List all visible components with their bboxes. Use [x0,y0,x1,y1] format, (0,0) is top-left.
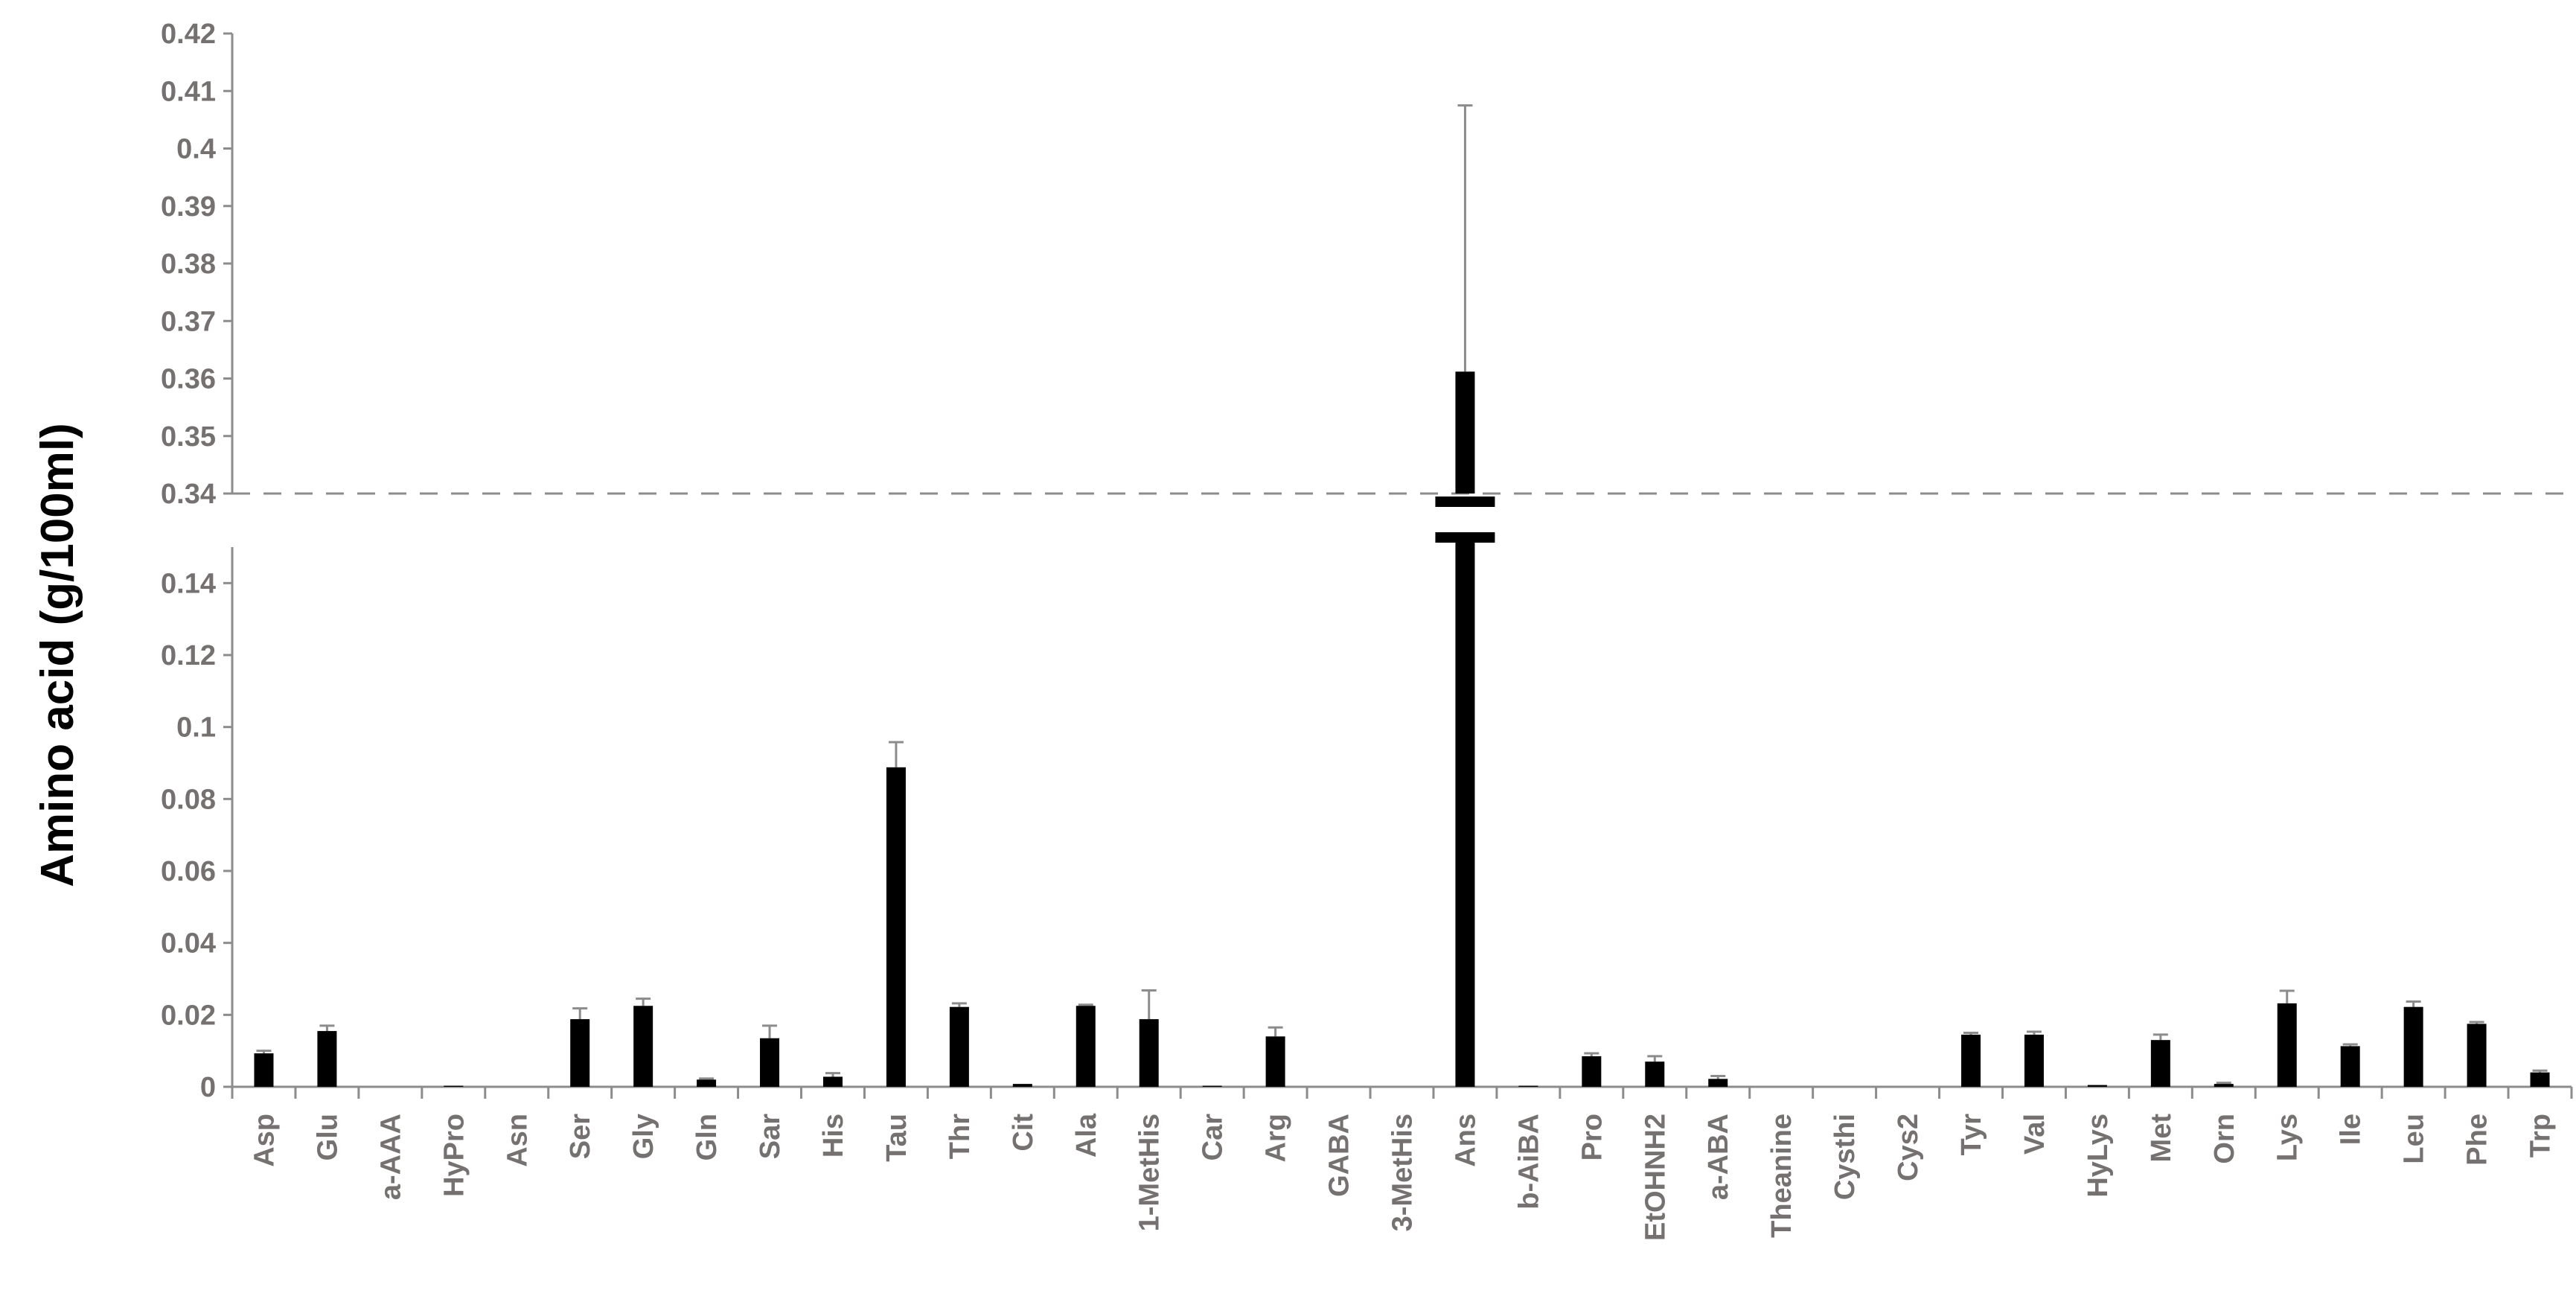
break-mark [1435,532,1495,543]
x-tick-label: Orn [2209,1114,2240,1164]
bar-etohnh2 [1645,1061,1665,1087]
bar-hypro [444,1085,464,1087]
bar-arg [1265,1036,1285,1087]
lower-y-tick-label: 0.14 [161,568,216,599]
x-tick-label: Ala [1071,1113,1102,1158]
bar-his [822,1076,843,1087]
upper-y-tick-label: 0.36 [161,364,216,395]
x-tick-label: Gly [628,1114,659,1159]
lower-y-tick-label: 0 [200,1072,216,1103]
x-tick-label: Gln [691,1114,723,1160]
bar-ala [1076,1006,1096,1087]
bar-pro [1582,1056,1602,1087]
x-tick-label: 1-MetHis [1134,1114,1166,1231]
x-tick-label: a-ABA [1703,1114,1734,1200]
break-mark [1435,497,1495,507]
bar-met [2150,1040,2170,1087]
upper-y-tick-label: 0.42 [161,19,216,50]
x-tick-label: Asp [249,1114,280,1167]
x-tick-label: b-AiBA [1513,1114,1544,1210]
bar-b-aiba [1518,1085,1538,1087]
bar-thr [949,1006,969,1087]
x-tick-label: GABA [1324,1114,1355,1197]
x-tick-label: Thr [945,1114,976,1159]
bar-ile [2340,1046,2360,1087]
upper-y-tick-label: 0.4 [176,134,216,165]
upper-y-tick-label: 0.37 [161,306,216,337]
lower-y-ticks: 0 0.02 0.04 0.06 0.08 0.1 0.12 0.14 [161,568,232,1103]
bar-ser [570,1019,590,1087]
x-tick-label: Car [1198,1114,1229,1161]
bar-gly [633,1006,653,1087]
lower-y-tick-label: 0.02 [161,1000,216,1031]
x-tick-label: Lys [2272,1114,2304,1161]
x-tick-label: Ser [565,1114,596,1159]
bar-car [1202,1085,1222,1087]
bar-leu [2403,1006,2423,1087]
x-tick-label: 3-MetHis [1387,1114,1419,1231]
bar-hylys [2087,1085,2107,1087]
x-tick-label: Leu [2399,1114,2430,1164]
axes [231,33,2573,1099]
lower-y-tick-label: 0.04 [161,928,216,960]
bar-ans [1455,538,1475,1087]
x-tick-label: Sar [755,1114,786,1159]
bar-asp [254,1053,274,1087]
bar-sar [760,1038,780,1087]
bar-orn [2214,1084,2234,1087]
x-tick-label: Met [2146,1114,2177,1163]
bar-1-methis [1139,1019,1159,1087]
x-tick-label: a-AAA [375,1114,406,1200]
bar-glu [317,1031,337,1087]
x-tick-label: Trp [2525,1114,2557,1158]
lower-y-tick-label: 0.08 [161,784,216,815]
x-tick-label: Arg [1261,1114,1292,1162]
upper-y-tick-label: 0.38 [161,249,216,280]
bar-phe [2467,1024,2487,1087]
bar-lys [2277,1003,2297,1087]
upper-y-tick-label: 0.41 [161,76,216,107]
bar-a-aba [1708,1079,1728,1087]
upper-y-ticks: 0.34 0.35 0.36 0.37 0.38 0.39 0.4 0.41 0.42 [161,19,232,510]
x-tick-label: Ile [2336,1114,2367,1145]
upper-y-tick-label: 0.39 [161,191,216,223]
lower-y-tick-label: 0.06 [161,856,216,887]
bar-val [2024,1034,2044,1087]
x-tick-label: Cit [1008,1114,1039,1152]
x-tick-label: Phe [2462,1114,2493,1166]
bar-tau [886,767,906,1087]
bars [254,371,2550,1087]
lower-y-tick-label: 0.12 [161,640,216,671]
x-tick-label: Asn [502,1114,533,1167]
bar-trp [2530,1072,2550,1087]
bar-tyr [1961,1034,1981,1087]
x-tick-label: Val [2019,1114,2051,1155]
x-tick-labels: Asp Glu a-AAA HyPro Asn Ser Gly Gln Sar His Tau Thr… [249,1113,2556,1241]
upper-y-tick-label: 0.35 [161,421,216,453]
x-tick-label: Cysthi [1829,1114,1861,1200]
y-axis-label: Amino acid (g/100ml) [32,423,83,887]
x-tick-label: Tau [881,1114,913,1162]
x-tick-label: HyPro [438,1114,470,1197]
upper-y-tick-label: 0.34 [161,479,216,510]
x-tick-label: Tyr [1956,1114,1987,1156]
x-tick-label: Theanine [1766,1114,1797,1238]
bar-gln [697,1079,717,1087]
bar-cit [1012,1084,1032,1087]
x-tick-label: HyLys [2083,1114,2114,1198]
x-tick-label: Pro [1576,1114,1608,1160]
bar-ans-upper [1455,371,1475,494]
x-tick-label: Cys2 [1893,1114,1924,1181]
x-tick-label: His [818,1114,849,1158]
lower-y-tick-label: 0.1 [176,712,216,744]
x-tick-label: Glu [312,1114,343,1160]
x-tick-label: Ans [1450,1114,1481,1167]
x-tick-label: EtOHNH2 [1640,1114,1671,1241]
error-bars [256,104,2548,1085]
